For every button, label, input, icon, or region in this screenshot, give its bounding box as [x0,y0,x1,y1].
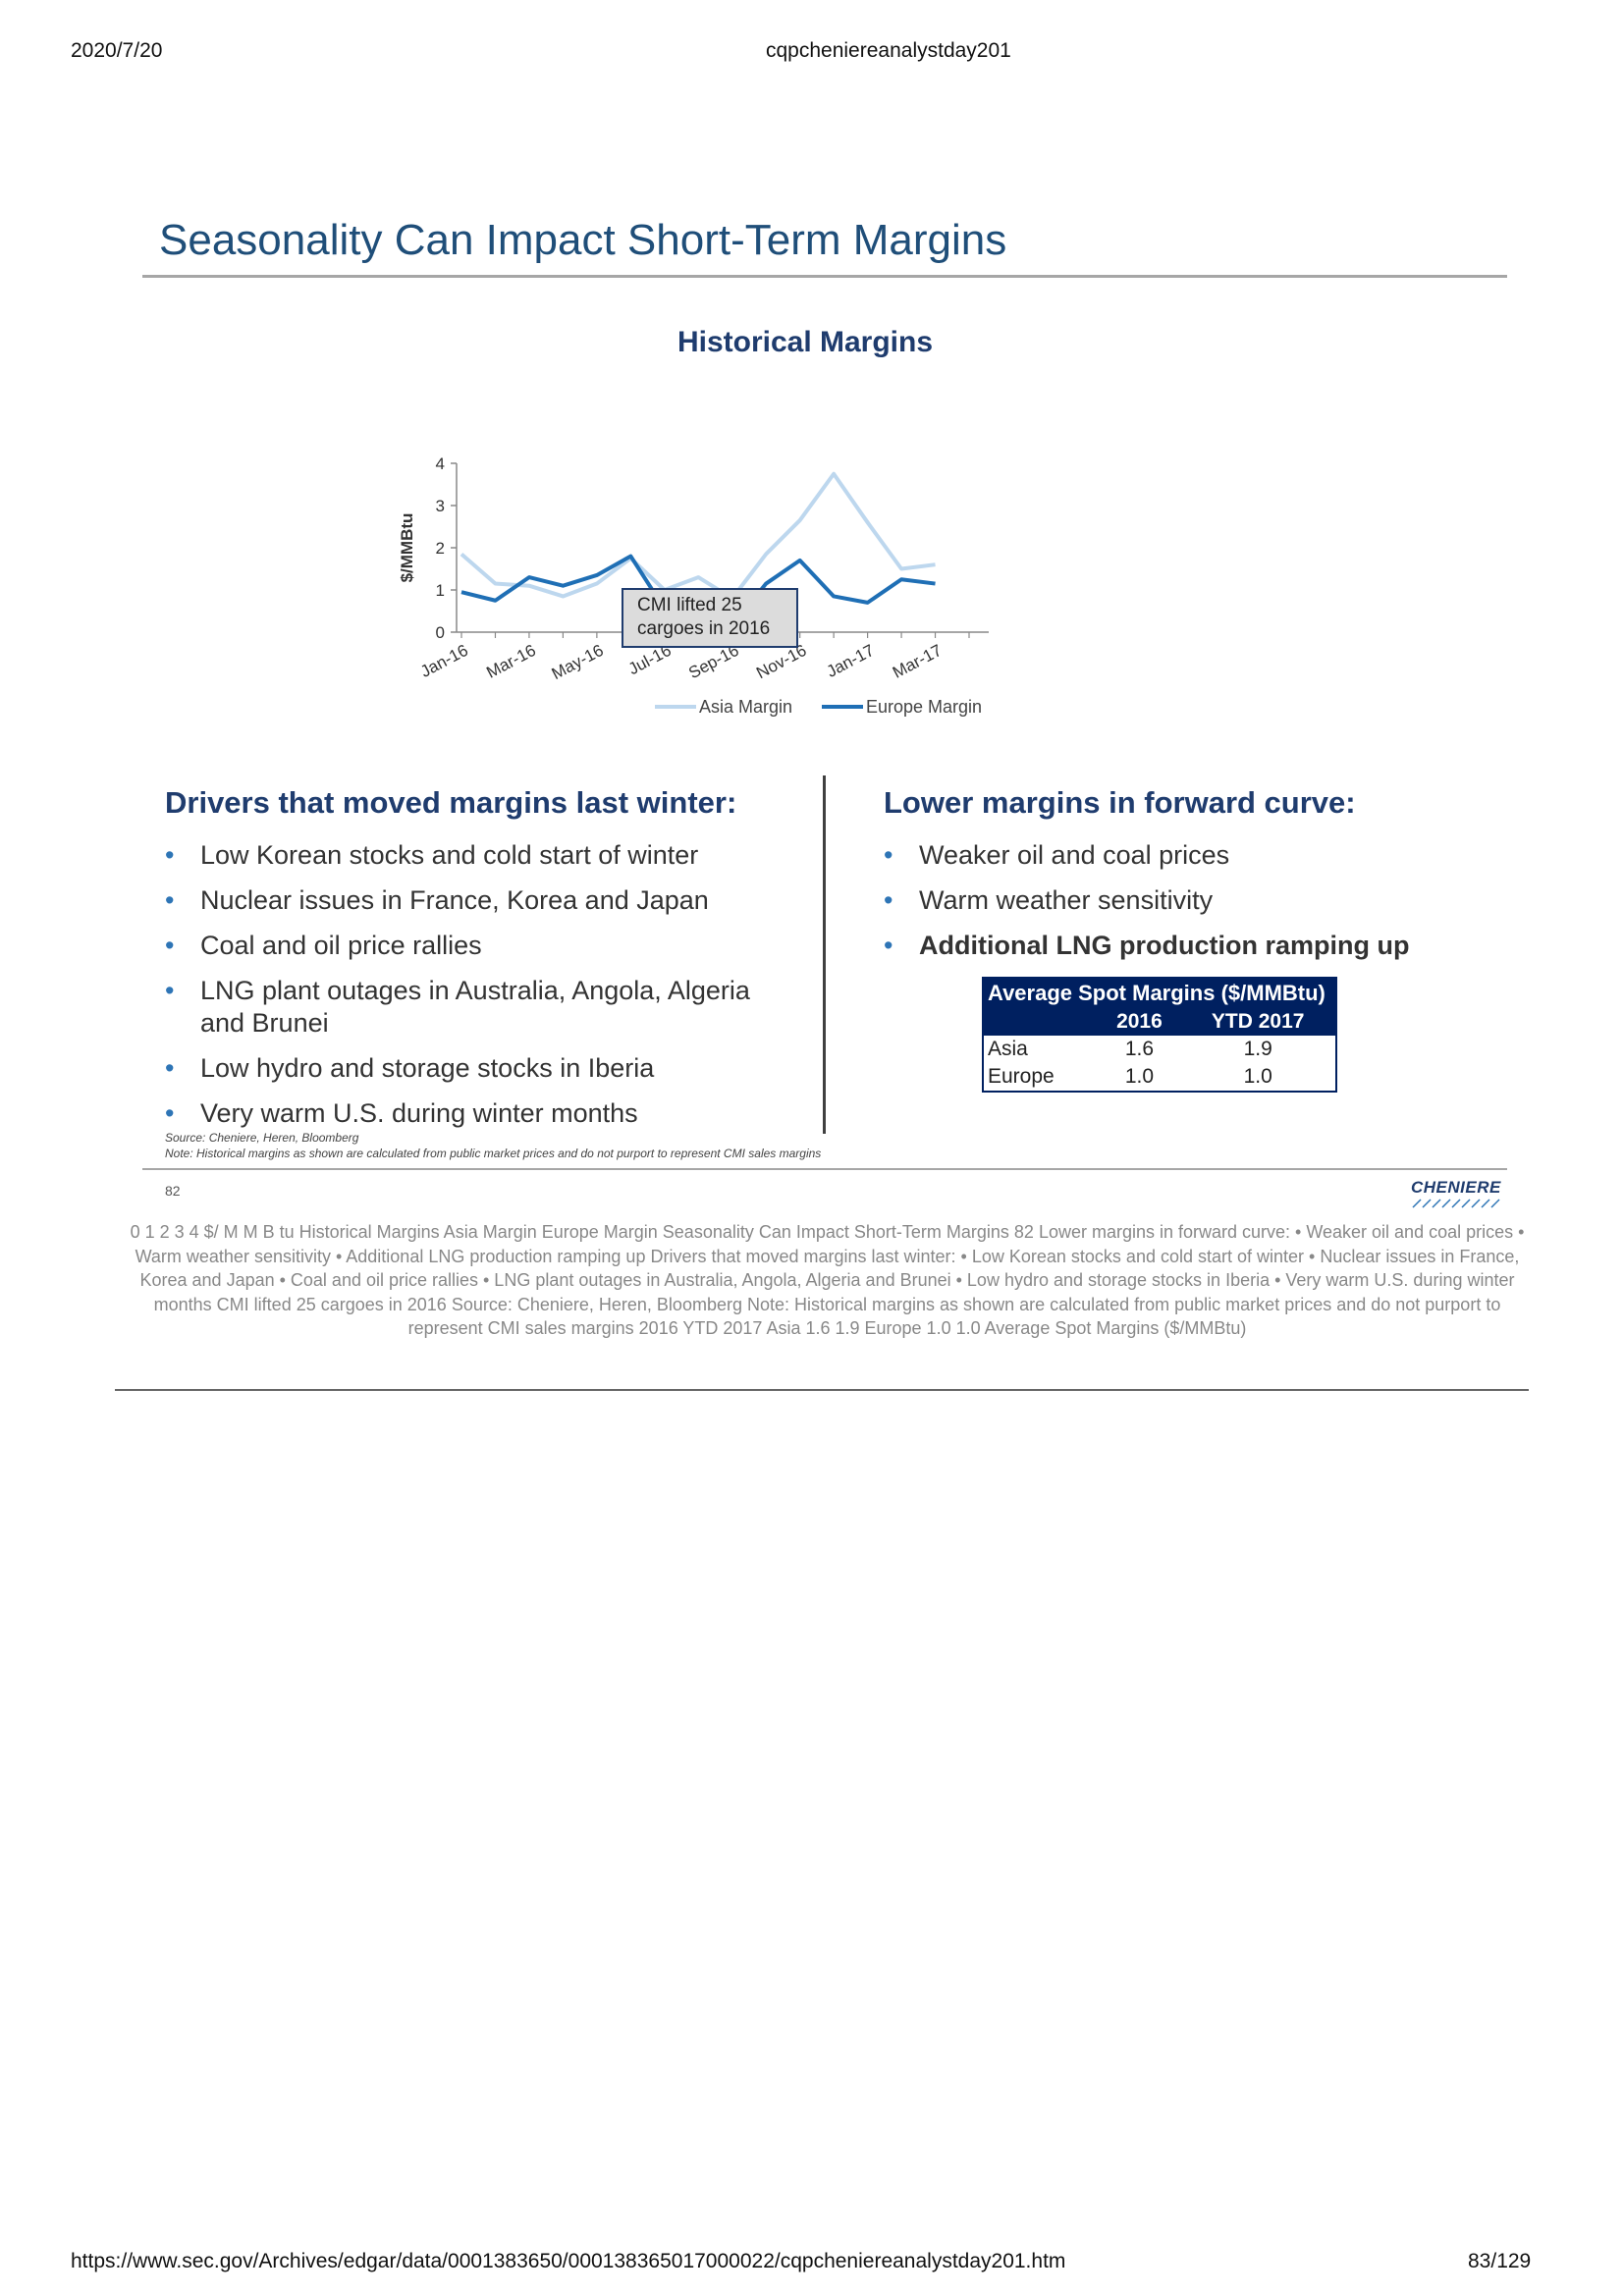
x-tick-label: Jan-17 [824,641,878,681]
x-tick-label: Mar-17 [890,641,945,682]
forward-item-text: Weaker oil and coal prices [919,840,1230,870]
driver-item-text: Very warm U.S. during winter months [200,1098,638,1128]
driver-item-text: Nuclear issues in France, Korea and Japa… [200,885,709,915]
drivers-list: • Low Korean stocks and cold start of win… [165,839,793,1143]
chart-legend: Asia Margin Europe Margin [655,697,982,717]
forward-item: • Weaker oil and coal prices [884,839,1492,872]
y-tick-label: 4 [436,454,445,473]
driver-item: • Very warm U.S. during winter months [165,1097,793,1130]
table-cell: 1.0 [1124,1065,1155,1088]
table-cell: Asia [988,1038,1028,1060]
drivers-heading: Drivers that moved margins last winter: [165,785,737,820]
forward-item-text: Warm weather sensitivity [919,885,1214,915]
bullet-icon: • [884,885,893,915]
bullet-icon: • [884,931,893,960]
historical-margins-chart: Historical Margins 0 1 2 3 4 $/MMBtu Jan-16 Mar… [388,304,1222,874]
table-cell: 1.0 [1243,1065,1272,1088]
series-line-asia [460,471,936,601]
annotation-line-1: CMI lifted 25 [637,595,742,615]
table-cell: 1.6 [1124,1038,1155,1060]
bullet-icon: • [165,931,175,960]
chart-annotation-box: CMI lifted 25 cargoes in 2016 [622,588,798,648]
table-row: Europe 1.0 1.0 [983,1063,1336,1092]
x-tick-label: Jan-16 [417,641,471,681]
logo-stripes-icon [1412,1199,1500,1208]
driver-item: • Nuclear issues in France, Korea and Jap… [165,884,793,917]
forward-curve-list: • Weaker oil and coal prices • Warm weather… [884,839,1492,975]
print-doc-title: cqpcheniereanalystday201 [766,39,1011,62]
average-spot-margins-table: Average Spot Margins ($/MMBtu) 2016 YTD … [982,977,1337,1093]
driver-item-text: Low Korean stocks and cold start of wint… [200,840,699,870]
bullet-icon: • [165,840,175,870]
table-col-header: 2016 [1098,1008,1181,1036]
driver-item-text: Coal and oil price rallies [200,931,482,960]
forward-item: • Additional LNG production ramping up [884,930,1492,962]
y-tick-label: 3 [436,497,445,515]
bullet-icon: • [165,976,175,1005]
table-cell: 1.9 [1243,1038,1272,1060]
print-date: 2020/7/20 [71,39,163,62]
driver-item-text: LNG plant outages in Australia, Angola, … [200,976,750,1038]
driver-item: • Coal and oil price rallies [165,930,793,962]
bullet-icon: • [165,1053,175,1083]
footer-page-count: 83/129 [1468,2250,1532,2272]
driver-item: • Low Korean stocks and cold start of win… [165,839,793,872]
y-tick-label: 0 [436,623,445,642]
annotation-line-2: cargoes in 2016 [637,618,771,639]
chart-title: Historical Margins [676,326,934,358]
bullet-icon: • [165,885,175,915]
driver-item: • LNG plant outages in Australia, Angola,… [165,975,793,1040]
page-rule [115,1389,1529,1391]
slide-page-number: 82 [165,1183,181,1199]
cheniere-logo: CHENIERE [1411,1178,1504,1208]
table-col-header [983,1008,1099,1036]
x-tick-label: Mar-16 [483,641,538,682]
title-rule [142,275,1507,278]
y-tick-label: 2 [436,539,445,558]
source-note: Source: Cheniere, Heren, Bloomberg [165,1131,359,1145]
table-row: Asia 1.6 1.9 [983,1036,1336,1063]
forward-curve-heading: Lower margins in forward curve: [884,785,1356,820]
driver-item: • Low hydro and storage stocks in Iberia [165,1052,793,1085]
disclaimer-note: Note: Historical margins as shown are ca… [165,1147,822,1160]
y-axis-label: $/MMBtu [398,513,416,583]
legend-label: Europe Margin [866,697,982,717]
bottom-rule [142,1168,1507,1170]
slide-title: Seasonality Can Impact Short-Term Margin… [159,216,1007,264]
footer-url[interactable]: https://www.sec.gov/Archives/edgar/data/… [71,2250,1066,2272]
table-caption: Average Spot Margins ($/MMBtu) [983,978,1336,1008]
logo-wordmark: CHENIERE [1411,1178,1501,1197]
forward-item: • Warm weather sensitivity [884,884,1492,917]
legend-label: Asia Margin [699,697,792,717]
forward-item-text: Additional LNG production ramping up [919,931,1410,960]
driver-item-text: Low hydro and storage stocks in Iberia [200,1053,655,1083]
table-cell: Europe [988,1065,1055,1088]
slide: Seasonality Can Impact Short-Term Margin… [142,206,1507,1212]
y-tick-label: 1 [436,581,445,600]
extracted-text-block: 0 1 2 3 4 $/ M M B tu Historical Margins… [130,1222,1525,1338]
bullet-icon: • [884,840,893,870]
table-col-header: YTD 2017 [1180,1008,1336,1036]
x-tick-label: May-16 [549,641,607,683]
column-divider [823,775,826,1134]
bullet-icon: • [165,1098,175,1128]
